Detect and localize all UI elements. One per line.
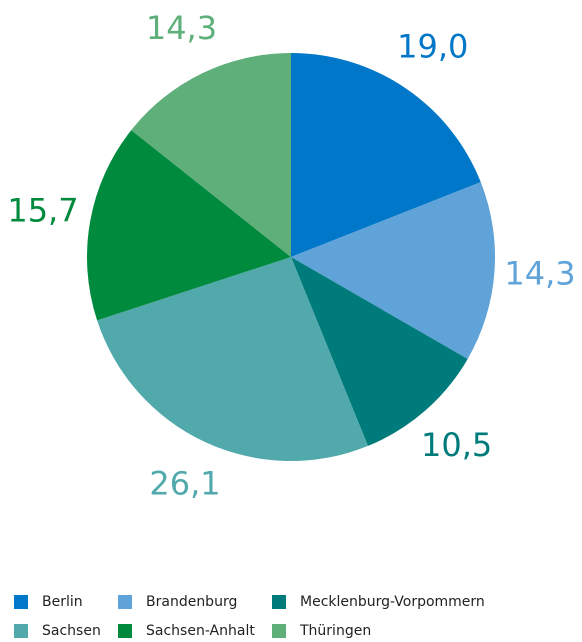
value-label: 10,5: [421, 426, 492, 464]
legend-swatch: [14, 624, 28, 638]
pie-slice: [97, 257, 368, 461]
value-label: 14,3: [146, 9, 217, 47]
value-label: 14,3: [504, 255, 575, 293]
pie-slice: [291, 53, 481, 257]
legend-swatch: [118, 595, 132, 609]
legend-label: Mecklenburg-Vorpommern: [300, 594, 485, 610]
value-label: 15,7: [7, 191, 78, 229]
legend-label: Sachsen-Anhalt: [146, 623, 255, 639]
legend-label: Thüringen: [299, 623, 371, 639]
legend-label: Sachsen: [42, 623, 101, 639]
pie-slice: [86, 130, 291, 321]
legend-swatch: [272, 595, 286, 609]
pie-slice: [131, 52, 291, 258]
legend-swatch: [272, 624, 286, 638]
legend-label: Brandenburg: [146, 594, 237, 610]
pie-slice: [291, 182, 496, 359]
legend-label: Berlin: [42, 594, 83, 610]
value-label: 19,0: [397, 28, 468, 66]
value-label: 26,1: [149, 465, 220, 503]
pie-slice: [291, 257, 468, 446]
legend-swatch: [118, 624, 132, 638]
legend-swatch: [14, 595, 28, 609]
